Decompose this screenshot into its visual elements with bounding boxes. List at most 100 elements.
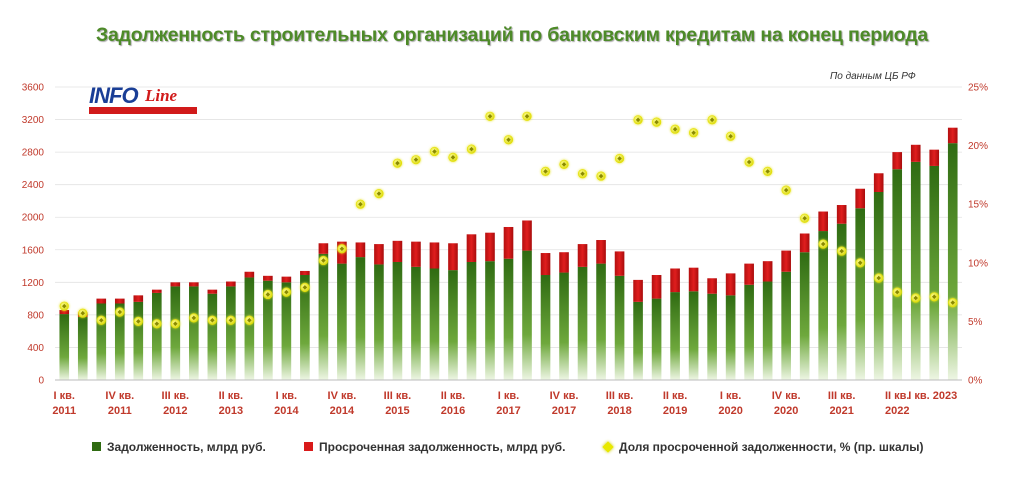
share-point — [392, 158, 403, 168]
x-tick-label: III кв. — [384, 390, 412, 402]
bar-overdue — [633, 279, 643, 302]
bar-debt — [836, 223, 847, 380]
bar-overdue — [207, 289, 218, 294]
bar-debt — [189, 286, 199, 380]
y-left-tick-label: 2000 — [22, 213, 45, 224]
share-point — [189, 313, 199, 323]
x-tick-label: I кв. — [54, 390, 75, 402]
share-point — [78, 308, 88, 318]
bar-debt — [651, 298, 662, 380]
share-point — [744, 157, 754, 167]
share-point — [818, 239, 828, 249]
bar-overdue — [281, 276, 292, 283]
share-point — [485, 111, 495, 121]
share-point — [911, 293, 921, 303]
bar-overdue — [448, 243, 458, 271]
bar-overdue — [892, 152, 903, 170]
bar-overdue — [910, 144, 921, 162]
x-tick-label-year: 2019 — [663, 405, 687, 417]
x-tick-label-year: 2020 — [774, 405, 798, 417]
bar-debt — [96, 303, 107, 380]
bar-overdue — [522, 220, 532, 251]
share-point — [763, 166, 773, 176]
x-tick-label: IV кв. — [328, 390, 357, 402]
bar-overdue — [818, 211, 828, 232]
y-right-tick-label: 25% — [968, 83, 988, 94]
x-tick-label-year: 2011 — [108, 405, 132, 417]
y-left-tick-label: 1200 — [22, 278, 45, 289]
share-point — [577, 169, 588, 179]
share-point — [466, 144, 477, 154]
bar-debt — [133, 301, 144, 380]
y-right-tick-label: 5% — [968, 317, 983, 328]
x-tick-label: II кв. — [663, 390, 688, 402]
share-point — [651, 117, 662, 127]
bar-overdue — [429, 242, 440, 269]
bar-overdue — [855, 188, 866, 209]
bar-overdue — [170, 282, 181, 287]
x-tick-label: II кв. — [441, 390, 466, 402]
legend-swatch-debt — [92, 442, 101, 451]
y-right-tick-label: 15% — [968, 200, 988, 211]
y-left-tick-label: 2800 — [22, 148, 45, 159]
share-point — [115, 307, 125, 317]
legend-item-debt: Задолженность, млрд руб. — [92, 440, 266, 454]
y-right-tick-label: 0% — [968, 376, 983, 387]
y-left-tick-label: 1600 — [22, 245, 45, 256]
bar-debt — [281, 282, 292, 380]
x-tick-label: III кв. — [162, 390, 190, 402]
bar-overdue — [503, 226, 514, 259]
bar-debt — [77, 316, 88, 380]
bar-debt — [929, 165, 940, 380]
bar-overdue — [540, 253, 551, 276]
share-point — [133, 316, 143, 327]
bar-overdue — [873, 173, 884, 192]
x-tick-label: III кв. — [828, 390, 856, 402]
share-point — [318, 255, 328, 266]
share-point — [614, 153, 625, 164]
bar-overdue — [466, 234, 477, 262]
share-point — [874, 273, 884, 283]
bar-debt — [707, 293, 717, 380]
legend-label-debt: Задолженность, млрд руб. — [107, 440, 266, 454]
share-point — [929, 292, 939, 302]
share-point — [244, 315, 254, 325]
share-point — [633, 115, 643, 125]
bar-overdue — [151, 289, 162, 293]
x-tick-label: I кв. — [276, 390, 297, 402]
x-tick-label-year: 2014 — [274, 405, 299, 417]
bar-overdue — [559, 252, 569, 273]
share-point — [281, 287, 291, 297]
bar-overdue — [614, 251, 625, 276]
bar-debt — [151, 292, 162, 380]
bar-debt — [947, 143, 958, 380]
bar-debt — [855, 208, 866, 380]
x-tick-label: I кв. — [498, 390, 519, 402]
x-tick-label-year: 2015 — [385, 405, 409, 417]
chart-title: Задолженность строительных организаций п… — [95, 24, 929, 46]
bar-overdue — [189, 282, 199, 287]
bar-debt — [355, 257, 366, 380]
share-point — [689, 128, 699, 138]
bar-debt — [263, 280, 273, 380]
x-tick-label: II кв. — [219, 390, 244, 402]
y-left-tick-label: 3200 — [22, 115, 45, 126]
share-point — [152, 319, 162, 329]
bar-overdue — [114, 298, 125, 304]
share-point — [855, 258, 865, 268]
bar-debt — [114, 303, 125, 380]
y-left-tick-label: 0 — [38, 376, 44, 387]
bar-debt — [633, 301, 643, 380]
x-tick-label-year: 2017 — [496, 405, 520, 417]
bar-debt — [577, 266, 588, 380]
bar-overdue — [96, 298, 107, 304]
share-point — [726, 131, 736, 141]
bar-debt — [300, 275, 310, 380]
x-tick-label-year: 2018 — [607, 405, 631, 417]
bar-overdue — [762, 261, 773, 282]
share-point — [707, 115, 717, 125]
share-point — [670, 124, 680, 134]
bar-overdue — [799, 233, 810, 253]
x-tick-label: IV кв. — [772, 390, 801, 402]
y-left-tick-label: 2400 — [22, 180, 45, 191]
